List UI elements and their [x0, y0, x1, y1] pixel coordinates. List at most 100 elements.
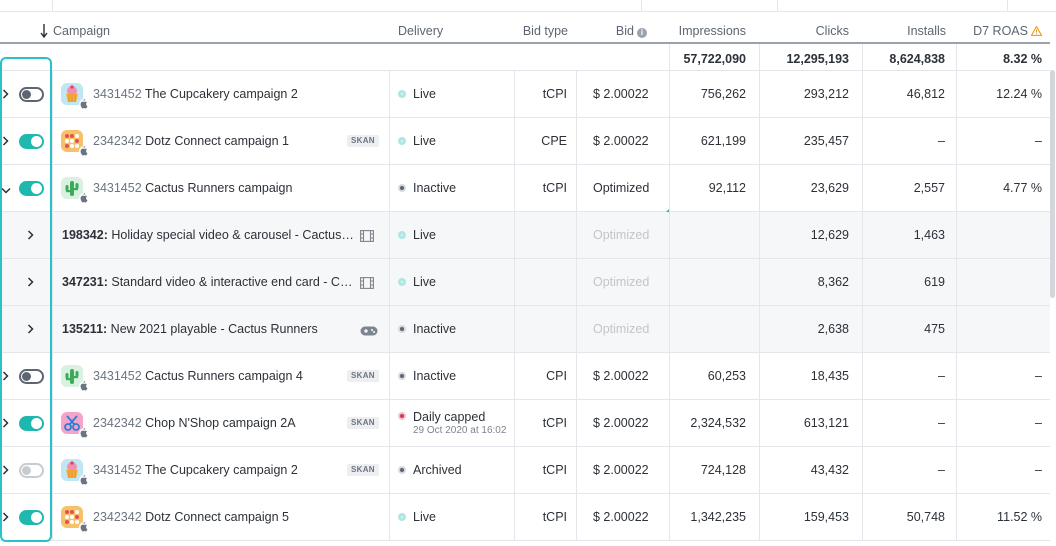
header-bid-cell[interactable]: Bid i [580, 12, 647, 42]
bid-type: tCPI [542, 510, 567, 524]
header-d7-roas: D7 ROAS [973, 24, 1028, 38]
ad-name-cell[interactable]: 347231: Standard video & interactive end… [62, 259, 352, 306]
ad-name-cell[interactable]: 198342: Holiday special video & carousel… [62, 212, 354, 259]
campaign-row[interactable]: 2342342 Dotz Connect campaign 5 Live tCPI $… [0, 494, 1050, 541]
campaign-toggle[interactable] [19, 134, 44, 149]
header-clicks[interactable]: Clicks [815, 24, 849, 38]
campaign-row[interactable]: 3431452 The Cupcakery campaign 2 SKAN Arch… [0, 447, 1050, 494]
total-impressions: 57,722,090 [683, 52, 746, 66]
chevron-right-icon[interactable] [27, 276, 35, 288]
campaign-toggle[interactable] [19, 510, 44, 525]
campaign-toggle[interactable] [19, 369, 44, 384]
status-dot-icon [398, 90, 406, 98]
header-campaign[interactable]: Campaign [53, 24, 110, 38]
ad-row[interactable]: 198342: Holiday special video & carousel… [0, 212, 1050, 259]
cupcake-app-icon [61, 459, 83, 481]
clicks-value: 2,638 [817, 322, 849, 336]
apple-icon [79, 381, 89, 391]
ad-name-cell[interactable]: 135211: New 2021 playable - Cactus Runne… [62, 306, 318, 353]
header-bid-type[interactable]: Bid type [522, 24, 568, 38]
header-installs[interactable]: Installs [907, 24, 946, 38]
skan-badge: SKAN [347, 464, 379, 476]
campaign-id: 2342342 [93, 416, 142, 430]
delivery-label: Live [413, 134, 436, 148]
sort-down-arrow-icon[interactable] [40, 24, 48, 38]
campaign-id: 3431452 [93, 87, 142, 101]
ad-id: 135211: [62, 322, 108, 336]
installs-value: 475 [924, 322, 945, 336]
ad-row[interactable]: 347231: Standard video & interactive end… [0, 259, 1050, 306]
campaign-name: Dotz Connect campaign 5 [145, 510, 289, 524]
info-icon[interactable]: i [637, 28, 647, 38]
skan-badge: SKAN [347, 417, 379, 429]
header-impressions[interactable]: Impressions [678, 24, 746, 38]
impressions-value: 724,128 [700, 463, 746, 477]
chevron-right-icon[interactable] [2, 135, 10, 147]
delivery-status: Live [398, 494, 436, 541]
campaign-id: 3431452 [93, 369, 142, 383]
status-dot-icon [398, 412, 406, 420]
vertical-scrollbar[interactable] [1050, 70, 1055, 298]
toggle-knob [31, 512, 42, 523]
edit-corner-marker [662, 205, 669, 216]
clicks-value: 8,362 [817, 275, 849, 289]
bid-value: $ 2.00022 [593, 134, 649, 148]
chevron-right-icon[interactable] [2, 511, 10, 523]
bid-value: Optimized [593, 228, 650, 242]
campaign-id: 3431452 [93, 181, 142, 195]
warning-icon[interactable] [1031, 26, 1042, 36]
chevron-right-icon[interactable] [2, 88, 10, 100]
installs-value: 46,812 [906, 87, 945, 101]
campaign-row[interactable]: 3431452 The Cupcakery campaign 2 Live tCPI… [0, 71, 1050, 118]
campaign-row[interactable]: 3431452 Cactus Runners campaign 4 SKAN Ina… [0, 353, 1050, 400]
chevron-right-icon[interactable] [2, 370, 10, 382]
campaign-name-cell[interactable]: 2342342 Dotz Connect campaign 5 [93, 494, 289, 541]
table-header: Campaign Delivery Bid type Bid i Impressi… [0, 12, 1050, 44]
delivery-status: Daily capped 29 Oct 2020 at 16:02 [398, 410, 506, 440]
apple-icon [79, 522, 89, 532]
chevron-down-icon[interactable] [1, 184, 11, 196]
delivery-label: Live [413, 510, 436, 524]
campaign-name: The Cupcakery campaign 2 [144, 463, 298, 477]
chevron-right-icon[interactable] [2, 464, 10, 476]
campaign-toggle[interactable] [19, 181, 44, 196]
campaign-row[interactable]: 3431452 Cactus Runners campaign Inactive t… [0, 165, 1050, 216]
header-delivery[interactable]: Delivery [398, 24, 444, 38]
campaign-name-cell[interactable]: 3431452 The Cupcakery campaign 2 [93, 71, 298, 118]
chevron-right-icon[interactable] [2, 417, 10, 429]
campaign-name-cell[interactable]: 2342342 Dotz Connect campaign 1 [93, 118, 289, 165]
chevron-right-icon[interactable] [27, 323, 35, 335]
delivery-status: Archived [398, 447, 462, 494]
header-d7-roas-cell[interactable]: D7 ROAS [960, 12, 1042, 42]
toggle-knob [22, 466, 31, 475]
bid-value: $ 2.00022 [593, 416, 649, 430]
campaign-row[interactable]: 2342342 Dotz Connect campaign 1 SKAN Live C… [0, 118, 1050, 165]
toggle-knob [22, 90, 31, 99]
total-d7-roas: 8.32 % [1003, 52, 1042, 66]
status-dot-icon [398, 466, 406, 474]
campaign-toggle[interactable] [19, 87, 44, 102]
delivery-label: Inactive [413, 369, 457, 383]
clicks-value: 23,629 [810, 181, 849, 195]
chevron-right-icon[interactable] [27, 229, 35, 241]
campaign-row[interactable]: 2342342 Chop N'Shop campaign 2A SKAN Daily… [0, 400, 1050, 447]
campaign-name-cell[interactable]: 3431452 Cactus Runners campaign 4 [93, 353, 303, 400]
campaign-name-cell[interactable]: 3431452 The Cupcakery campaign 2 [93, 447, 298, 494]
roas-value: – [1035, 369, 1042, 383]
delivery-status: Live [398, 71, 436, 118]
bid-type: tCPI [542, 463, 567, 477]
roas-value: 4.77 % [1003, 181, 1042, 195]
impressions-value: 2,324,532 [690, 416, 746, 430]
campaign-id: 2342342 [93, 134, 142, 148]
impressions-value: 1,342,235 [690, 510, 746, 524]
campaign-name-cell[interactable]: 3431452 Cactus Runners campaign [93, 165, 292, 212]
apple-icon [79, 428, 89, 438]
totals-row: 57,722,090 12,295,193 8,624,838 8.32 % [0, 44, 1050, 71]
bid-value: Optimized [593, 322, 650, 336]
toggle-knob [31, 418, 42, 429]
campaign-name-cell[interactable]: 2342342 Chop N'Shop campaign 2A [93, 400, 296, 447]
ad-row[interactable]: 135211: New 2021 playable - Cactus Runne… [0, 306, 1050, 353]
roas-value: 11.52 % [997, 510, 1042, 524]
video-icon [360, 277, 374, 292]
campaign-toggle[interactable] [19, 416, 44, 431]
